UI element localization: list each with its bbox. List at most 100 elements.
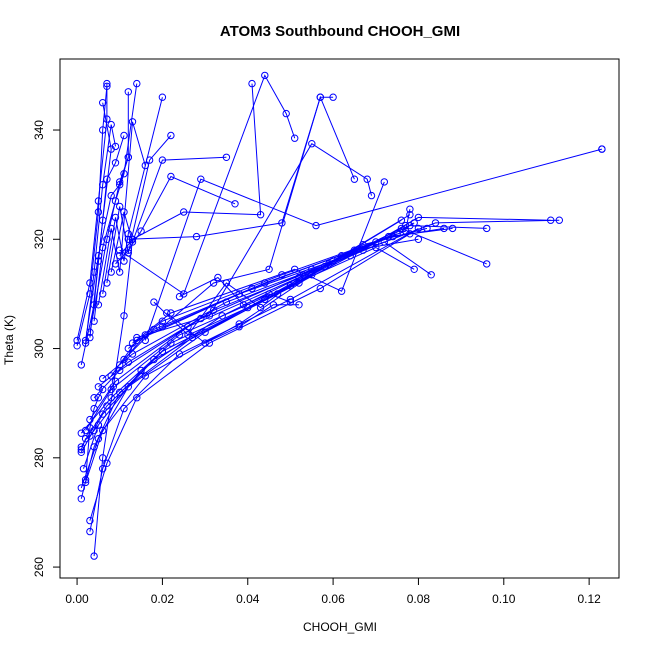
data-point <box>312 221 320 230</box>
data-point <box>111 213 120 222</box>
data-point <box>77 484 86 492</box>
data-point <box>90 394 98 402</box>
x-tick-label: 0.06 <box>321 592 345 606</box>
data-point <box>214 273 222 282</box>
data-point <box>158 317 167 325</box>
series-line <box>123 227 445 360</box>
data-point <box>205 312 214 320</box>
data-point <box>192 232 201 241</box>
data-point <box>282 109 290 118</box>
data-point <box>107 372 115 380</box>
data-point <box>286 282 295 290</box>
series-41 <box>163 301 303 347</box>
series-22 <box>73 79 111 345</box>
data-point <box>99 290 107 298</box>
data-point <box>94 421 103 429</box>
data-point <box>107 385 115 394</box>
data-point <box>124 153 133 162</box>
data-point <box>483 260 491 268</box>
x-tick-label: 0.10 <box>492 592 516 606</box>
data-point <box>124 88 133 96</box>
data-point <box>291 265 299 273</box>
data-point <box>116 268 124 276</box>
data-point <box>316 93 324 101</box>
series-line <box>110 156 227 273</box>
data-point <box>120 257 128 265</box>
data-point <box>286 298 295 306</box>
data-point <box>120 208 128 216</box>
data-point <box>372 243 380 252</box>
data-point <box>90 426 98 435</box>
series-line <box>80 214 411 453</box>
series-3 <box>86 230 414 525</box>
data-point <box>103 459 111 467</box>
series-31 <box>103 131 175 287</box>
series-42 <box>175 273 295 309</box>
x-tick-label: 0.00 <box>65 592 89 606</box>
data-point <box>555 216 563 224</box>
data-point <box>90 552 98 560</box>
series-line <box>85 124 116 344</box>
series-28 <box>86 88 133 336</box>
data-point <box>107 394 115 402</box>
data-point <box>167 172 175 181</box>
data-point <box>414 235 423 244</box>
series-line <box>85 246 415 431</box>
x-tick-label: 0.12 <box>577 592 601 606</box>
data-point <box>77 361 86 369</box>
data-point <box>99 465 107 473</box>
plot-area <box>73 71 606 560</box>
data-point <box>116 252 124 260</box>
data-point <box>145 156 154 164</box>
series-20 <box>128 178 388 347</box>
data-point <box>256 211 265 219</box>
data-point <box>107 120 115 129</box>
series-line <box>119 83 262 257</box>
data-point <box>86 432 94 440</box>
data-point <box>440 224 448 233</box>
series-line <box>80 424 99 450</box>
series-43 <box>81 385 107 484</box>
data-point <box>269 301 278 309</box>
data-point <box>295 301 303 309</box>
data-point <box>128 118 137 126</box>
data-point <box>133 394 141 402</box>
data-point <box>77 443 86 451</box>
x-tick-label: 0.02 <box>151 592 175 606</box>
data-point <box>239 301 248 309</box>
data-point <box>107 191 115 200</box>
data-point <box>103 115 111 123</box>
data-point <box>94 208 103 216</box>
x-tick-label: 0.04 <box>236 592 260 606</box>
data-point <box>94 197 103 205</box>
data-point <box>124 383 133 391</box>
data-point <box>128 339 137 347</box>
data-point <box>116 361 124 369</box>
data-point <box>184 331 192 339</box>
data-point <box>77 495 86 503</box>
data-point <box>265 265 273 273</box>
series-19 <box>124 205 414 353</box>
y-tick-label: 340 <box>32 120 46 140</box>
series-line <box>89 91 129 333</box>
data-point <box>103 79 111 88</box>
data-point <box>99 426 107 435</box>
data-point <box>86 328 94 336</box>
data-point <box>248 284 256 293</box>
data-point <box>86 415 94 424</box>
series-line <box>97 121 146 305</box>
data-point <box>81 336 90 345</box>
data-point <box>73 342 81 350</box>
data-point <box>99 99 107 107</box>
series-30 <box>99 93 167 298</box>
plot-frame <box>59 58 620 579</box>
series-line <box>128 95 355 240</box>
data-point <box>431 219 440 227</box>
data-point <box>265 290 273 298</box>
data-point <box>99 454 107 462</box>
data-point <box>201 328 209 336</box>
series-line <box>127 209 411 349</box>
data-point <box>133 333 141 342</box>
data-point <box>410 265 418 273</box>
data-point <box>90 404 98 413</box>
